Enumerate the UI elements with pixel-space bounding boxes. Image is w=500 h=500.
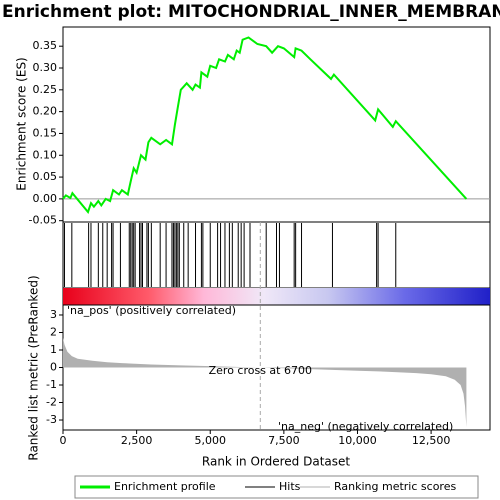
y-tick-label: 2 <box>50 325 57 338</box>
metric-area <box>63 337 467 427</box>
x-tick-label: 7,500 <box>268 434 300 447</box>
color-bar <box>63 288 490 305</box>
y-tick-label: 0.30 <box>33 61 58 74</box>
y-tick-label: 0.00 <box>33 192 58 205</box>
y-tick-label: 0.10 <box>33 148 58 161</box>
annotation: Zero cross at 6700 <box>209 364 312 377</box>
annotation: 'na_neg' (negatively correlated) <box>278 420 453 433</box>
y-axis-label: Enrichment score (ES) <box>15 57 29 190</box>
annotation: 'na_pos' (positively correlated) <box>67 304 236 317</box>
y-tick-label: 0 <box>50 361 57 374</box>
x-tick-label: 10,000 <box>338 434 377 447</box>
y-tick-label: -2 <box>46 396 57 409</box>
x-tick-label: 0 <box>60 434 67 447</box>
y-tick-label: 1 <box>50 343 57 356</box>
x-axis-label: Rank in Ordered Dataset <box>202 455 350 469</box>
y-tick-label: -3 <box>46 413 57 426</box>
y-tick-label: 3 <box>50 308 57 321</box>
y-tick-label: 0.05 <box>33 170 58 183</box>
y-tick-label: 0.25 <box>33 83 58 96</box>
plot-frame <box>62 26 491 431</box>
legend <box>74 475 479 499</box>
y-tick-label: -1 <box>46 378 57 391</box>
y-tick-label: 0.20 <box>33 105 58 118</box>
x-tick-label: 12,500 <box>412 434 451 447</box>
x-tick-label: 2,500 <box>121 434 153 447</box>
y-tick-label: 0.15 <box>33 126 58 139</box>
y-tick-label: -0.05 <box>29 214 57 227</box>
legend-label: Ranking metric scores <box>334 480 456 493</box>
legend-label: Enrichment profile <box>114 480 216 493</box>
y-tick-label: 0.35 <box>33 39 58 52</box>
y-axis-label: Ranked list metric (PreRanked) <box>27 275 41 460</box>
x-tick-label: 5,000 <box>194 434 226 447</box>
chart-title: Enrichment plot: MITOCHONDRIAL_INNER_MEM… <box>2 2 500 22</box>
legend-label: Hits <box>279 480 301 493</box>
es-line <box>62 36 468 215</box>
